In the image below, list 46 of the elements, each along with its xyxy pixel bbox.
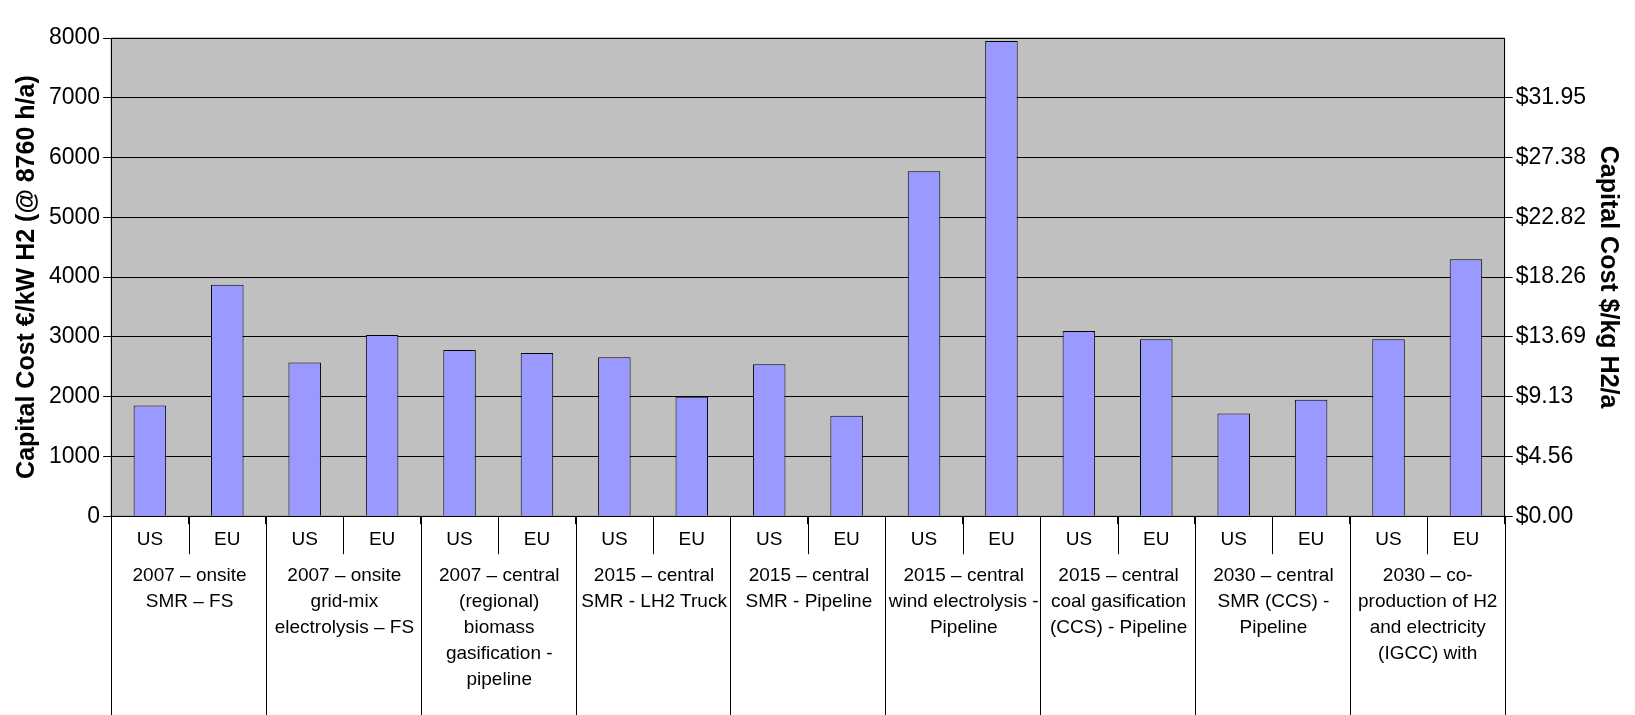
y2-tick-label: $9.13 <box>1515 381 1574 408</box>
text: 2007 – central (regional) biomass gasification - pipeline <box>420 554 577 715</box>
y-tick-label: 6000 <box>48 142 101 169</box>
y-tick-label: 5000 <box>48 202 101 229</box>
y2-tick-label: $18.26 <box>1515 262 1587 289</box>
text: 2015 – central SMR - LH2 Truck <box>575 554 732 715</box>
y2-tick-label: $22.82 <box>1515 202 1587 229</box>
y-tick-label: 8000 <box>48 23 101 50</box>
x-tick-label: US <box>910 527 938 549</box>
y-tick-label: 3000 <box>48 322 101 349</box>
x-tick-label: EU <box>1143 527 1170 549</box>
y-tick-label: 7000 <box>48 83 101 110</box>
x-tick-label: EU <box>523 527 551 549</box>
text: 2007 – onsite grid-mix electrolysis – FS <box>265 554 422 715</box>
y-tick-label: 1000 <box>48 441 101 468</box>
text: 2015 – central SMR - Pipeline <box>730 554 887 715</box>
x-tick-label: US <box>1220 527 1247 549</box>
y2-tick-label: $31.95 <box>1515 83 1587 110</box>
x-tick-label: EU <box>678 527 705 549</box>
text: 2030 – central SMR (CCS) - Pipeline <box>1194 554 1351 715</box>
x-tick-label: EU <box>833 527 860 549</box>
text: 2015 – central wind electrolysis - Pipeline <box>885 554 1042 715</box>
x-tick-label: EU <box>214 527 241 549</box>
y2-tick-label: $4.56 <box>1515 441 1574 468</box>
y-tick-label: 2000 <box>48 381 101 408</box>
y-tick-label: 0 <box>87 501 101 528</box>
x-tick-label: EU <box>988 527 1015 549</box>
x-tick-label: US <box>756 527 783 549</box>
y-axis-title: Capital Cost €/kW H2 (@ 8760 h/a) <box>10 75 39 479</box>
y2-tick-label: $27.38 <box>1515 142 1587 169</box>
x-tick-label: US <box>1065 527 1093 549</box>
x-tick-label: US <box>1375 527 1402 549</box>
x-tick-label: US <box>136 527 164 549</box>
text: 2007 – onsite SMR – FS <box>111 554 267 715</box>
text: 2030 – co-production of H2 and electricity (IGCC) with <box>1349 554 1506 715</box>
y2-axis-title: Capital Cost $/kg H2/a <box>1596 145 1625 410</box>
text: 2015 – central coal gasification (CCS) - Pipeline <box>1040 554 1196 715</box>
x-tick-label: EU <box>1452 527 1480 549</box>
x-tick-label: EU <box>1297 527 1325 549</box>
y2-tick-label: $13.69 <box>1515 322 1587 349</box>
x-tick-label: EU <box>368 527 396 549</box>
x-tick-label: US <box>446 527 473 549</box>
y2-tick-label: $0.00 <box>1515 501 1574 528</box>
y-tick-label: 4000 <box>48 262 101 289</box>
x-tick-label: US <box>601 527 628 549</box>
x-tick-label: US <box>291 527 318 549</box>
